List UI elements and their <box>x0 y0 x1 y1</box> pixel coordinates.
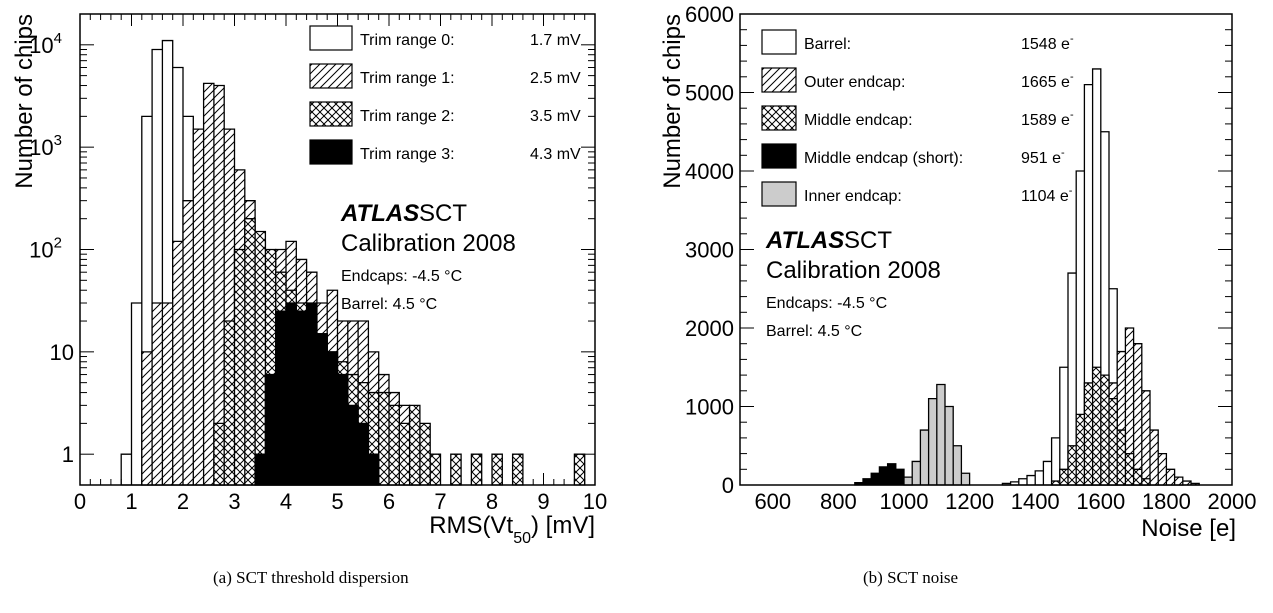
legend-value-1: 2.5 mV <box>530 70 581 87</box>
legend-swatch-3 <box>761 143 797 169</box>
x-tick-label: 1200 <box>945 489 994 514</box>
x-tick-label: 1600 <box>1076 489 1125 514</box>
histogram-series-3 <box>254 302 380 486</box>
legend-value-2: 1589 e- <box>1021 109 1074 129</box>
y-tick-exponent: 2 <box>54 235 62 252</box>
legend-value-exponent: - <box>1069 185 1073 197</box>
legend-label-4: Inner endcap: <box>804 188 902 205</box>
x-axis-label-end: ) [mV] <box>531 512 595 539</box>
x-tick-label: 0 <box>74 489 86 514</box>
y-tick-label: 0 <box>722 473 734 498</box>
legend-value-3: 4.3 mV <box>530 146 581 163</box>
histogram-series-3 <box>854 463 913 486</box>
x-tick-label: 6 <box>383 489 395 514</box>
sct-label: SCT <box>844 227 892 254</box>
legend-swatch-1 <box>761 67 797 93</box>
legend-value-exponent: - <box>1061 147 1065 159</box>
y-tick-exponent: 3 <box>54 132 62 149</box>
caption-left: (a) SCT threshold dispersion <box>213 568 409 587</box>
legend-swatch-2 <box>309 101 353 127</box>
y-tick-label: 5000 <box>685 81 734 106</box>
legend-swatch-2 <box>761 105 797 131</box>
legend-value-4: 1104 e- <box>1021 185 1073 205</box>
x-tick-label: 2000 <box>1208 489 1257 514</box>
x-axis-label-main: RMS(Vt <box>429 512 513 539</box>
legend-label-3: Trim range 3: <box>360 146 455 163</box>
endcaps-temperature-label: Endcaps: -4.5 °C <box>341 268 462 285</box>
legend-swatch-4 <box>761 181 797 207</box>
x-tick-label: 10 <box>583 489 607 514</box>
x-tick-label: 7 <box>434 489 446 514</box>
x-tick-label: 1400 <box>1011 489 1060 514</box>
legend-value-3: 951 e- <box>1021 147 1065 167</box>
x-tick-label: 600 <box>754 489 791 514</box>
legend-label-2: Middle endcap: <box>804 112 913 129</box>
noise-chart: 600 800 1000 1200 1400 1600 1800 2000 0 1000 2000 3… <box>659 2 1256 542</box>
endcaps-temperature-label: Endcaps: -4.5 °C <box>766 295 887 312</box>
legend-label-0: Trim range 0: <box>360 32 455 49</box>
barrel-temperature-label: Barrel: 4.5 °C <box>766 323 862 340</box>
x-tick-label: 2 <box>177 489 189 514</box>
legend-label-2: Trim range 2: <box>360 108 455 125</box>
barrel-temperature-label: Barrel: 4.5 °C <box>341 296 437 313</box>
y-tick-label: 6000 <box>685 2 734 27</box>
y-tick-label: 1000 <box>685 395 734 420</box>
caption-right: (b) SCT noise <box>863 568 959 587</box>
legend-label-1: Trim range 1: <box>360 70 455 87</box>
y-tick-label: 102 <box>29 235 62 263</box>
legend-value-0: 1548 e- <box>1021 33 1074 53</box>
x-tick-label: 9 <box>537 489 549 514</box>
x-tick-label: 800 <box>820 489 857 514</box>
y-tick-label: 3000 <box>685 238 734 263</box>
y-tick-exponent: 4 <box>54 30 62 47</box>
histogram-series-2 <box>1050 366 1151 486</box>
x-tick-label: 4 <box>280 489 292 514</box>
atlas-label: ATLAS <box>765 227 844 254</box>
y-tick-label: 10 <box>50 340 74 365</box>
x-tick-label: 1 <box>125 489 137 514</box>
x-tick-label: 3 <box>228 489 240 514</box>
legend-label-0: Barrel: <box>804 36 851 53</box>
legend-value-1: 1665 e- <box>1021 71 1074 91</box>
sct-label: SCT <box>419 200 467 227</box>
legend-value-0: 1.7 mV <box>530 32 581 49</box>
y-tick-label: 4000 <box>685 159 734 184</box>
legend-swatch-1 <box>309 63 353 89</box>
x-tick-label: 1000 <box>880 489 929 514</box>
legend-swatch-0 <box>761 29 797 55</box>
x-tick-label: 8 <box>486 489 498 514</box>
legend-label-3: Middle endcap (short): <box>804 150 963 167</box>
atlas-label: ATLAS <box>340 200 419 227</box>
legend-swatch-0 <box>309 25 353 51</box>
legend-value-exponent: - <box>1070 109 1074 121</box>
legend-value-exponent: - <box>1070 33 1074 45</box>
legend-value-exponent: - <box>1070 71 1074 83</box>
y-axis-label: Number of chips <box>659 14 686 189</box>
x-axis-label: Noise [e] <box>1141 515 1236 542</box>
x-axis-label-subscript: 50 <box>513 530 531 547</box>
y-axis-label: Number of chips <box>11 14 38 189</box>
x-tick-label: 1800 <box>1142 489 1191 514</box>
y-tick-label: 1 <box>62 442 74 467</box>
histogram-series-4 <box>903 383 971 486</box>
legend-label-1: Outer endcap: <box>804 74 905 91</box>
calibration-label: Calibration 2008 <box>766 257 941 284</box>
legend-swatch-3 <box>309 139 353 165</box>
x-axis-label: RMS(Vt50) [mV] <box>429 512 595 547</box>
calibration-label: Calibration 2008 <box>341 230 516 257</box>
legend-value-2: 3.5 mV <box>530 108 581 125</box>
y-tick-label: 2000 <box>685 316 734 341</box>
x-tick-label: 5 <box>331 489 343 514</box>
